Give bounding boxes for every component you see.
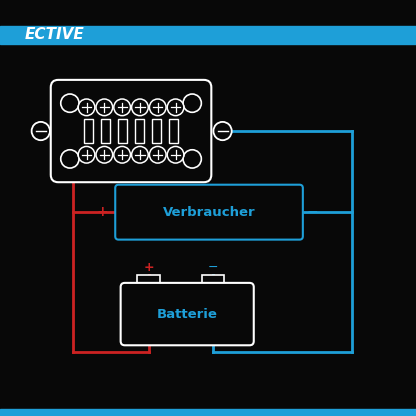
- Text: Verbraucher: Verbraucher: [163, 206, 255, 219]
- Text: Batterie: Batterie: [157, 307, 218, 321]
- FancyBboxPatch shape: [51, 80, 211, 182]
- Text: −: −: [208, 261, 218, 275]
- Bar: [0, 26, 416, 44]
- Circle shape: [114, 146, 131, 163]
- Bar: [201, 275, 225, 287]
- Bar: [101, 119, 110, 143]
- Bar: [84, 119, 93, 143]
- Circle shape: [183, 150, 201, 168]
- FancyBboxPatch shape: [121, 283, 254, 345]
- Bar: [137, 275, 160, 287]
- Circle shape: [149, 146, 166, 163]
- Circle shape: [167, 99, 184, 116]
- Circle shape: [61, 150, 79, 168]
- Circle shape: [61, 94, 79, 112]
- Circle shape: [167, 146, 184, 163]
- Circle shape: [78, 99, 95, 116]
- Bar: [152, 119, 161, 143]
- Circle shape: [78, 146, 95, 163]
- Circle shape: [131, 99, 148, 116]
- Circle shape: [96, 99, 113, 116]
- Circle shape: [96, 146, 113, 163]
- Circle shape: [149, 99, 166, 116]
- Text: ECTIVE: ECTIVE: [25, 27, 85, 42]
- Circle shape: [114, 99, 131, 116]
- Circle shape: [183, 94, 201, 112]
- Bar: [169, 119, 178, 143]
- Bar: [118, 119, 127, 143]
- Text: +: +: [144, 261, 154, 275]
- Bar: [135, 119, 144, 143]
- Text: +: +: [96, 205, 108, 219]
- Text: −: −: [307, 205, 319, 219]
- Circle shape: [32, 122, 50, 140]
- Circle shape: [131, 146, 148, 163]
- Circle shape: [213, 122, 232, 140]
- FancyBboxPatch shape: [115, 185, 303, 240]
- Bar: [0, 409, 416, 416]
